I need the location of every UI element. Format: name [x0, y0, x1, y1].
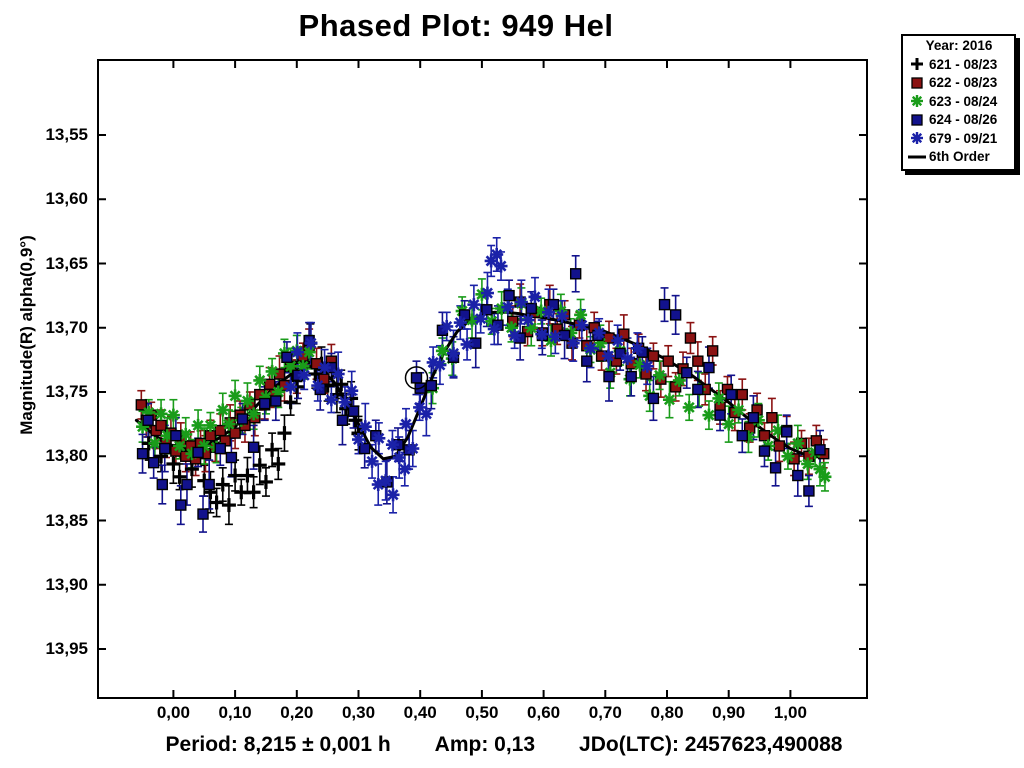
legend-item-s624: 624 - 08/26	[907, 111, 1011, 130]
legend-item-label: 624 - 08/26	[929, 112, 998, 128]
y-tick-label: 13,95	[45, 639, 88, 658]
x-tick-label: 0,90	[712, 703, 746, 722]
x-tick-label: 0,50	[465, 703, 499, 722]
x-tick-label: 1,00	[773, 703, 807, 722]
y-tick-label: 13,75	[45, 382, 88, 401]
legend-item-s679: 679 - 09/21	[907, 129, 1011, 148]
legend-title: Year: 2016	[925, 38, 993, 53]
y-tick-label: 13,90	[45, 574, 88, 594]
legend-item-s622: 622 - 08/23	[907, 74, 1011, 93]
amplitude-value: Amp: 0,13	[434, 733, 536, 756]
x-tick-label: 0,60	[527, 703, 561, 722]
jdo-value: JDo(LTC): 2457623,490088	[579, 733, 843, 756]
legend-item-label: 6th Order	[929, 149, 990, 165]
footer-stats: Period: 8,215 ± 0,001 h Amp: 0,13 JDo(LT…	[0, 733, 1008, 757]
y-tick-label: 13,85	[45, 510, 88, 530]
legend-item-s621: 621 - 08/23	[907, 55, 1011, 74]
y-tick-label: 13,60	[45, 189, 88, 209]
legend-item-label: 623 - 08/24	[929, 93, 998, 109]
legend-item-label: 679 - 09/21	[929, 130, 998, 146]
y-tick-label: 13,65	[45, 253, 88, 273]
asterisk-marker-icon	[911, 95, 923, 108]
legend-box: Year: 2016 621 - 08/23 622 - 08/23 623 - 0…	[901, 34, 1016, 171]
square-marker-icon	[911, 77, 923, 89]
x-tick-label: 0,20	[280, 703, 314, 722]
y-tick-label: 13,80	[45, 446, 88, 466]
x-tick-label: 0,30	[341, 703, 376, 722]
y-tick-label: 13,70	[45, 317, 88, 337]
x-tick-label: 0,00	[156, 703, 190, 722]
y-axis-title: Magnitude(R) alpha(0,9°)	[17, 235, 36, 435]
reference-circle-marker	[404, 366, 429, 390]
square-marker-icon	[911, 114, 923, 126]
legend-item-fit: 6th Order	[907, 148, 1011, 167]
y-tick-label: 13,55	[45, 125, 88, 144]
plot-frame	[97, 59, 868, 699]
series-s679	[284, 248, 654, 502]
x-tick-label: 0,10	[218, 703, 252, 722]
legend-item-s623: 623 - 08/24	[907, 92, 1011, 111]
asterisk-marker-icon	[911, 132, 923, 145]
legend-item-label: 621 - 08/23	[929, 56, 998, 72]
x-tick-label: 0,40	[403, 703, 437, 722]
legend-items: 621 - 08/23 622 - 08/23 623 - 08/24 624 - 0…	[907, 55, 1011, 166]
x-tick-label: 0,70	[588, 703, 622, 722]
x-tick-label: 0,80	[650, 703, 684, 722]
line-marker-icon	[908, 155, 926, 159]
period-value: Period: 8,215 ± 0,001 h	[165, 733, 391, 756]
chart-title: Phased Plot: 949 Hel	[298, 8, 614, 43]
legend-item-label: 622 - 08/23	[929, 75, 998, 91]
plus-marker-icon	[911, 58, 923, 71]
